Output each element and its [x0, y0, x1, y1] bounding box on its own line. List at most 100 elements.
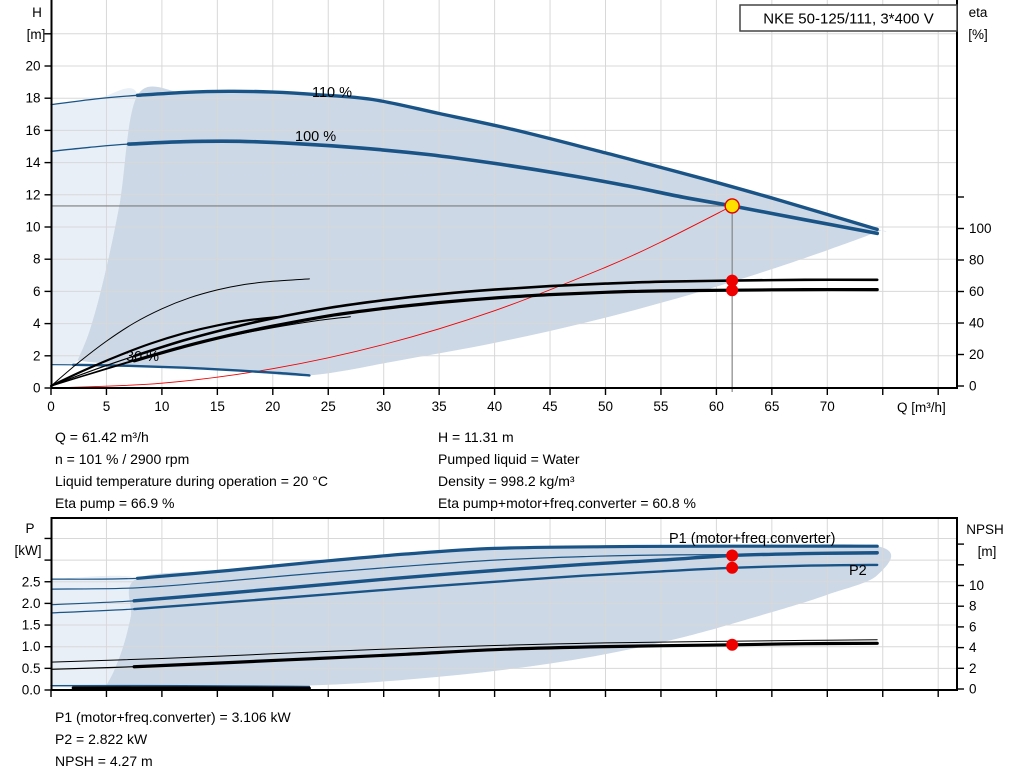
- duty-envelope-light: [51, 88, 139, 365]
- x-tick-label: 25: [321, 399, 336, 414]
- y-right-tick-label: 0: [969, 682, 977, 697]
- eta-pump-point: [726, 274, 739, 287]
- pump-title-box: [739, 4, 958, 32]
- y-right-tick-label: 6: [969, 619, 977, 634]
- curve-label: P2: [849, 563, 867, 579]
- x-tick-label: 45: [543, 399, 558, 414]
- y-left-tick-label: 2.0: [22, 596, 41, 611]
- axis-title: [m]: [978, 544, 997, 559]
- x-tick-label: 30: [376, 399, 391, 414]
- qh-eta-chart: 0 2 4 6 8 10 12 14 16 18 20 0 20 40 60 80 100 0 5 10 15 20 25 3…: [25, 0, 992, 415]
- y-right-tick-label: 8: [969, 599, 977, 614]
- y-left-tick-label: 1.0: [22, 639, 41, 654]
- curve-label: 110 %: [312, 85, 352, 101]
- operating-data-right-column: H = 11.31 m Pumped liquid = Water Densit…: [438, 426, 696, 514]
- operating-data-left-column: Q = 61.42 m³/h n = 101 % / 2900 rpm Liqu…: [55, 426, 328, 514]
- axis-title: NPSH: [966, 522, 1004, 537]
- y-left-tick-label: 2.5: [22, 574, 41, 589]
- info-line-eta-pump: Eta pump = 66.9 %: [55, 495, 175, 511]
- p2-curve-rated: [132, 563, 879, 611]
- y-right-tick-label: 100: [969, 221, 992, 236]
- p1-point: [726, 549, 739, 562]
- x-tick-label: 5: [103, 399, 111, 414]
- info-line-q: Q = 61.42 m³/h: [55, 429, 149, 445]
- axis-title: H: [32, 5, 42, 20]
- info-line-density: Density = 998.2 kg/m³: [438, 473, 575, 489]
- axis-title: Q [m³/h]: [897, 400, 946, 415]
- y-left-tick-label: 0.5: [22, 661, 41, 676]
- x-tick-label: 65: [764, 399, 779, 414]
- axis-title: [kW]: [15, 543, 42, 558]
- p2-curve-110pct: [50, 553, 878, 590]
- y-left-tick-label: 20: [25, 59, 40, 74]
- npsh-curve-rated: [132, 641, 879, 669]
- npsh-point: [726, 638, 739, 651]
- y-left-tick-label: 8: [33, 252, 41, 267]
- npsh-curve-110pct: [50, 639, 878, 663]
- npsh-curve-30pct: [71, 686, 311, 690]
- x-tick-label: 10: [154, 399, 169, 414]
- y-left-tick-label: 6: [33, 284, 41, 299]
- y-right-tick-label: 0: [969, 379, 977, 394]
- info-line-h: H = 11.31 m: [438, 429, 514, 445]
- power-envelope: [105, 544, 892, 688]
- x-tick-label: 20: [265, 399, 280, 414]
- y-right-tick-label: 60: [969, 284, 984, 299]
- y-right-tick-label: 20: [969, 347, 984, 362]
- curve-label: 30 %: [126, 349, 159, 365]
- y-left-tick-label: 18: [25, 91, 40, 106]
- y-left-tick-label: 0.0: [22, 683, 41, 698]
- p-curve-30pct: [50, 684, 311, 688]
- y-right-tick-label: 40: [969, 316, 984, 331]
- curve-label: 100 %: [295, 129, 336, 145]
- x-tick-label: 50: [598, 399, 613, 414]
- y-left-tick-label: 10: [25, 220, 40, 235]
- operating-point: [724, 198, 740, 214]
- head-curve-110pct-rated: [135, 89, 879, 232]
- x-tick-label: 15: [210, 399, 225, 414]
- info-line-p2: P2 = 2.822 kW: [55, 731, 148, 747]
- eta-curve-mid: [49, 315, 280, 388]
- x-tick-label: 0: [47, 399, 55, 414]
- power-npsh-data: P1 (motor+freq.converter) = 3.106 kW P2 …: [55, 706, 291, 772]
- duty-envelope: [77, 86, 887, 376]
- y-left-tick-label: 16: [25, 123, 40, 138]
- axis-title: [m]: [27, 27, 46, 42]
- p1-curve-110pct-rated: [135, 544, 879, 580]
- y-right-tick-label: 2: [969, 661, 977, 676]
- info-line-p1: P1 (motor+freq.converter) = 3.106 kW: [55, 709, 291, 725]
- y-left-tick-label: 4: [33, 316, 41, 331]
- curve-label: P1 (motor+freq.converter): [669, 531, 835, 547]
- y-left-tick-label: 2: [33, 348, 41, 363]
- y-left-tick-label: 12: [25, 187, 40, 202]
- y-left-tick-label: 1.5: [22, 618, 41, 633]
- eta-curve-30pct: [50, 278, 310, 387]
- pump-title: NKE 50-125/111, 3*400 V: [763, 11, 933, 28]
- axis-title: P: [25, 521, 34, 536]
- info-line-eta-total: Eta pump+motor+freq.converter = 60.8 %: [438, 495, 696, 511]
- y-left-tick-label: 0: [33, 381, 41, 396]
- y-left-tick-label: 14: [25, 155, 41, 170]
- control-curve: [50, 205, 733, 389]
- info-line-npsh: NPSH = 4.27 m: [55, 753, 153, 769]
- y-right-tick-label: 80: [969, 253, 984, 268]
- info-line-pumped-liquid: Pumped liquid = Water: [438, 451, 580, 467]
- power-npsh-chart: 0.0 0.5 1.0 1.5 2.0 2.5 0 2 4 6 8 10 P [kW] NPSH [m] P1 …: [15, 517, 1004, 698]
- axis-title: [%]: [968, 27, 988, 42]
- p2-point: [726, 561, 739, 574]
- info-line-n: n = 101 % / 2900 rpm: [55, 451, 190, 467]
- head-curve-30pct-rated: [71, 363, 311, 377]
- info-line-liquid-temp: Liquid temperature during operation = 20…: [55, 473, 328, 489]
- p1-curve-rated: [132, 551, 879, 603]
- y-right-tick-label: 4: [969, 640, 977, 655]
- x-tick-label: 60: [709, 399, 724, 414]
- axis-title: eta: [969, 5, 988, 20]
- y-right-tick-label: 10: [969, 578, 984, 593]
- x-tick-label: 40: [487, 399, 502, 414]
- eta-total-point: [726, 284, 739, 297]
- x-tick-label: 35: [432, 399, 447, 414]
- x-tick-label: 70: [820, 399, 835, 414]
- x-tick-label: 55: [653, 399, 668, 414]
